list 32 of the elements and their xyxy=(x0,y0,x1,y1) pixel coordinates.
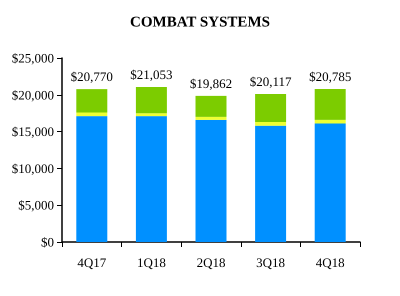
bar xyxy=(196,96,226,117)
bar xyxy=(255,94,286,122)
x-tick-label: 1Q18 xyxy=(136,255,166,270)
bar xyxy=(196,120,226,242)
total-label: $20,785 xyxy=(309,69,352,84)
bar xyxy=(76,89,108,112)
total-label: $20,770 xyxy=(70,69,113,84)
x-tick-label: 2Q18 xyxy=(196,255,226,270)
bar xyxy=(76,116,108,242)
bar xyxy=(255,122,286,126)
bar xyxy=(136,113,167,116)
total-label: $19,862 xyxy=(190,76,232,91)
x-tick-label: 3Q18 xyxy=(256,255,286,270)
y-tick-label: $25,000 xyxy=(12,50,54,66)
bar xyxy=(136,116,167,242)
y-tick-label: $0 xyxy=(41,234,54,250)
bar xyxy=(76,112,108,116)
x-tick-label: 4Q18 xyxy=(316,255,345,270)
bar xyxy=(255,126,286,242)
y-tick-label: $5,000 xyxy=(18,198,54,213)
y-tick-label: $20,000 xyxy=(12,87,54,102)
y-tick-label: $15,000 xyxy=(12,124,54,140)
total-label: $20,117 xyxy=(250,74,292,89)
total-label: $21,053 xyxy=(130,67,173,82)
bar xyxy=(314,120,346,124)
bar xyxy=(314,89,346,120)
bar xyxy=(314,124,346,242)
x-tick-label: 4Q17 xyxy=(77,255,107,270)
bar xyxy=(196,116,226,120)
bar xyxy=(136,87,167,114)
y-tick-label: $10,000 xyxy=(12,160,54,176)
chart-title: COMBAT SYSTEMS xyxy=(130,14,270,30)
